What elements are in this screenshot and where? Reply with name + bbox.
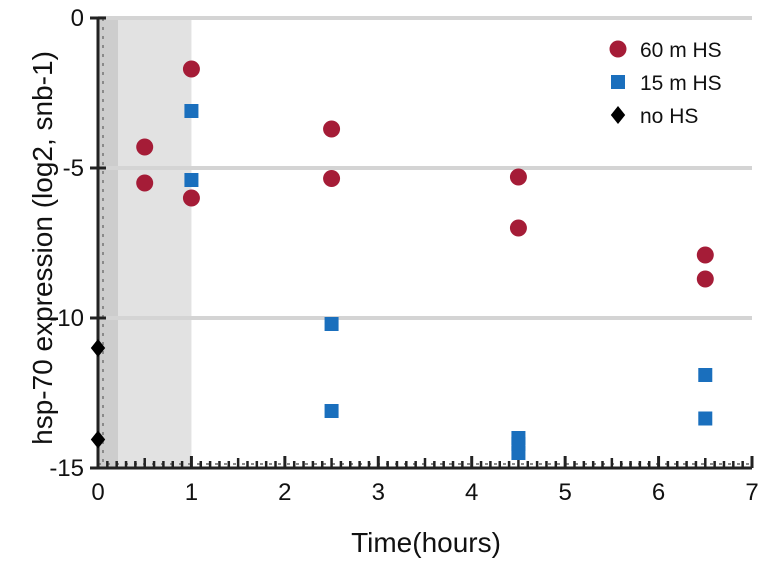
y-tick-label: 0 bbox=[71, 5, 84, 32]
y-tick-label: -5 bbox=[63, 155, 84, 182]
data-point bbox=[136, 174, 154, 192]
data-point bbox=[90, 430, 106, 449]
y-tick-label: -15 bbox=[49, 455, 84, 482]
axis-layer: 0 -5 -10 -15 0 1 2 3 4 5 6 7 bbox=[49, 5, 758, 506]
gridline bbox=[98, 166, 752, 170]
legend-label: no HS bbox=[640, 105, 698, 128]
data-point bbox=[698, 368, 713, 382]
data-point bbox=[323, 120, 341, 138]
x-tick-label: 6 bbox=[652, 479, 665, 506]
data-point bbox=[324, 317, 339, 331]
x-tick-label: 2 bbox=[278, 479, 291, 506]
x-tick-label: 4 bbox=[465, 479, 478, 506]
shaded-region-layer bbox=[98, 18, 192, 468]
legend-label: 60 m HS bbox=[640, 39, 722, 62]
legend-marker bbox=[610, 106, 626, 124]
legend-marker bbox=[609, 40, 627, 58]
gridline bbox=[98, 16, 752, 20]
data-point bbox=[184, 104, 199, 118]
data-point bbox=[509, 168, 527, 186]
x-tick-label: 7 bbox=[745, 479, 758, 506]
x-axis-label: Time(hours) bbox=[351, 527, 501, 558]
x-tick-label: 1 bbox=[185, 479, 198, 506]
data-points-layer bbox=[90, 60, 714, 460]
data-point bbox=[323, 170, 341, 187]
data-point bbox=[182, 189, 200, 207]
data-point bbox=[696, 246, 714, 264]
legend-label: 15 m HS bbox=[640, 72, 722, 95]
gridline bbox=[98, 316, 752, 320]
data-point bbox=[90, 339, 106, 357]
shaded-region-edge bbox=[98, 18, 118, 468]
y-tick-label: -10 bbox=[49, 305, 84, 332]
data-point bbox=[184, 173, 199, 187]
gridline-layer bbox=[98, 16, 752, 320]
x-tick-label: 5 bbox=[558, 479, 571, 506]
x-tick-label: 3 bbox=[372, 479, 385, 506]
data-point bbox=[136, 138, 154, 156]
y-axis-label: hsp-70 expression (log2, snb-1) bbox=[27, 51, 58, 445]
data-point bbox=[509, 219, 527, 237]
data-point bbox=[324, 404, 339, 418]
data-point bbox=[698, 411, 713, 426]
data-point bbox=[696, 270, 714, 288]
data-point bbox=[511, 446, 526, 460]
legend-marker bbox=[611, 75, 625, 89]
x-tick-label: 0 bbox=[91, 479, 104, 506]
data-point bbox=[182, 60, 200, 78]
legend: 60 m HS 15 m HS no HS bbox=[609, 39, 722, 128]
